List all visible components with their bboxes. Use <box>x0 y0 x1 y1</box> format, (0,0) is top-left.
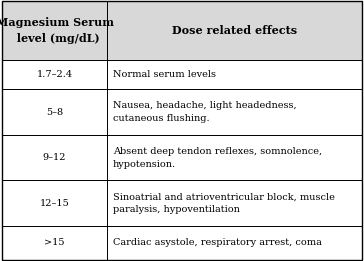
Text: Magnesium Serum
  level (mg/dL): Magnesium Serum level (mg/dL) <box>0 17 114 44</box>
Text: Normal serum levels: Normal serum levels <box>113 70 216 79</box>
Text: Cardiac asystole, respiratory arrest, coma: Cardiac asystole, respiratory arrest, co… <box>113 238 322 247</box>
Polygon shape <box>2 226 362 260</box>
Text: Dose related effects: Dose related effects <box>172 25 297 36</box>
Polygon shape <box>2 135 362 180</box>
Text: 9–12: 9–12 <box>43 153 66 162</box>
Text: >15: >15 <box>44 238 65 247</box>
Text: Nausea, headache, light headedness,
cutaneous flushing.: Nausea, headache, light headedness, cuta… <box>113 101 296 123</box>
Text: 5–8: 5–8 <box>46 108 63 117</box>
Text: 12–15: 12–15 <box>40 199 70 208</box>
Polygon shape <box>2 180 362 226</box>
Text: Sinoatrial and atrioventricular block, muscle
paralysis, hypoventilation: Sinoatrial and atrioventricular block, m… <box>113 192 335 214</box>
Polygon shape <box>2 1 362 60</box>
Text: 1.7–2.4: 1.7–2.4 <box>36 70 73 79</box>
Polygon shape <box>2 60 362 89</box>
Polygon shape <box>2 89 362 135</box>
Text: Absent deep tendon reflexes, somnolence,
hypotension.: Absent deep tendon reflexes, somnolence,… <box>113 147 322 169</box>
